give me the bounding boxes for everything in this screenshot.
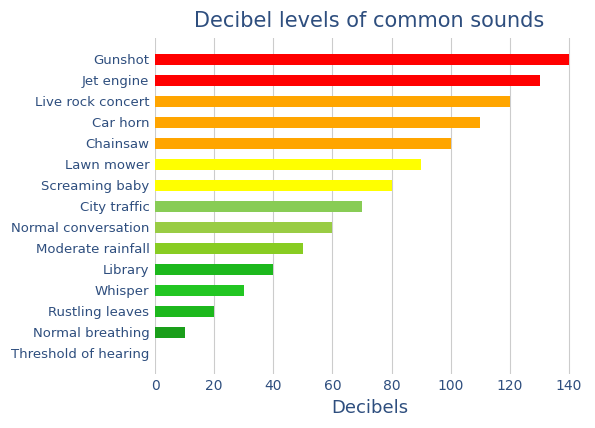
X-axis label: Decibels: Decibels (331, 399, 408, 417)
Title: Decibel levels of common sounds: Decibel levels of common sounds (195, 11, 544, 31)
Bar (155, 180, 392, 191)
Bar (155, 116, 480, 128)
Bar (155, 327, 184, 338)
Bar (155, 54, 569, 65)
Bar (155, 158, 421, 170)
Bar (155, 74, 540, 86)
Bar (155, 264, 273, 275)
Bar (155, 285, 244, 296)
Bar (155, 306, 214, 317)
Bar (155, 137, 451, 149)
Bar (155, 222, 333, 233)
Bar (155, 243, 303, 254)
Bar (155, 95, 510, 107)
Bar (155, 201, 362, 212)
